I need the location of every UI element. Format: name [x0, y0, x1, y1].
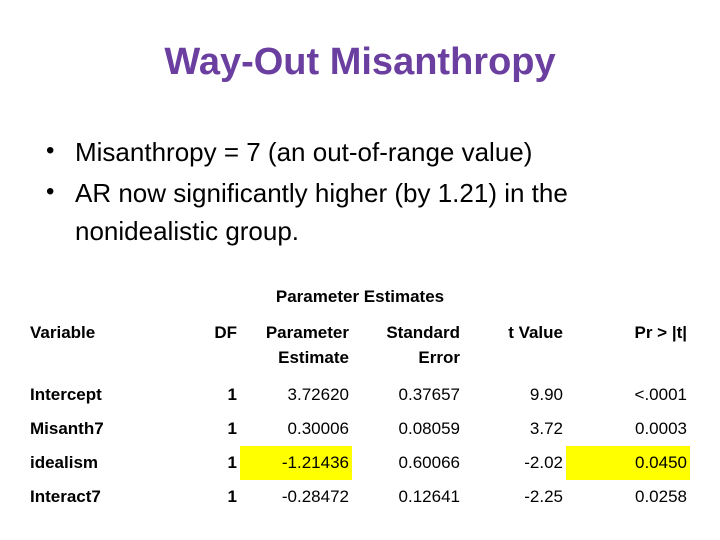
cell-estimate: 3.72620 [287, 385, 349, 404]
column-header-variable: Variable [30, 323, 96, 342]
column-header-estimate: Parameter Estimate [265, 323, 349, 367]
cell-pr_t: 0.0450 [566, 446, 690, 480]
parameter-table: Variable DF Parameter Estimate Standard Err… [30, 320, 690, 514]
cell-df: 1 [227, 385, 237, 404]
cell-pr_t: <.0001 [634, 385, 687, 404]
cell-estimate: -1.21436 [240, 446, 352, 480]
cell-estimate: 0.30006 [287, 419, 349, 438]
column-header-pr_t: Pr > |t| [634, 323, 687, 342]
cell-t_value: -2.25 [524, 487, 563, 506]
cell-estimate: -0.28472 [281, 487, 349, 506]
bullet-item: Misanthropy = 7 (an out-of-range value) [30, 132, 690, 171]
bullet-list: Misanthropy = 7 (an out-of-range value)A… [30, 132, 690, 250]
cell-df: 1 [227, 487, 237, 506]
table-row: Interact7 1 -0.28472 0.12641 -2.25 0.0258 [30, 480, 690, 514]
column-header-t_value: t Value [508, 323, 563, 342]
column-header-std_error: Standard Error [386, 323, 460, 367]
cell-variable: idealism [30, 453, 99, 472]
cell-std_error: 0.08059 [398, 419, 460, 438]
cell-std_error: 0.12641 [398, 487, 460, 506]
table-row: idealism 1 -1.21436 0.60066 -2.02 0.0450 [30, 446, 690, 480]
parameter-estimates-section: Parameter Estimates Variable DF Parameter … [30, 286, 690, 514]
cell-variable: Misanth7 [30, 419, 104, 438]
cell-df: 1 [227, 419, 237, 438]
table-title: Parameter Estimates [275, 287, 445, 306]
column-header-df: DF [214, 323, 237, 342]
cell-pr_t: 0.0258 [635, 487, 687, 506]
table-header: Variable DF Parameter Estimate Standard Err… [30, 320, 690, 378]
cell-variable: Interact7 [30, 487, 101, 506]
cell-std_error: 0.37657 [398, 385, 460, 404]
cell-pr_t: 0.0003 [635, 419, 687, 438]
cell-std_error: 0.60066 [398, 453, 460, 472]
cell-t_value: -2.02 [524, 453, 563, 472]
bullet-item: AR now significantly higher (by 1.21) in… [30, 173, 690, 250]
table-body: Intercept 1 3.72620 0.37657 9.90 <.0001 Misant… [30, 378, 690, 514]
table-row: Intercept 1 3.72620 0.37657 9.90 <.0001 [30, 378, 690, 412]
table-header-row: Variable DF Parameter Estimate Standard Err… [30, 320, 690, 378]
table-row: Misanth7 1 0.30006 0.08059 3.72 0.0003 [30, 412, 690, 446]
cell-df: 1 [227, 453, 237, 472]
cell-t_value: 3.72 [529, 419, 563, 438]
cell-t_value: 9.90 [529, 385, 563, 404]
slide-title: Way-Out Misanthropy [164, 41, 556, 83]
cell-variable: Intercept [30, 385, 102, 404]
